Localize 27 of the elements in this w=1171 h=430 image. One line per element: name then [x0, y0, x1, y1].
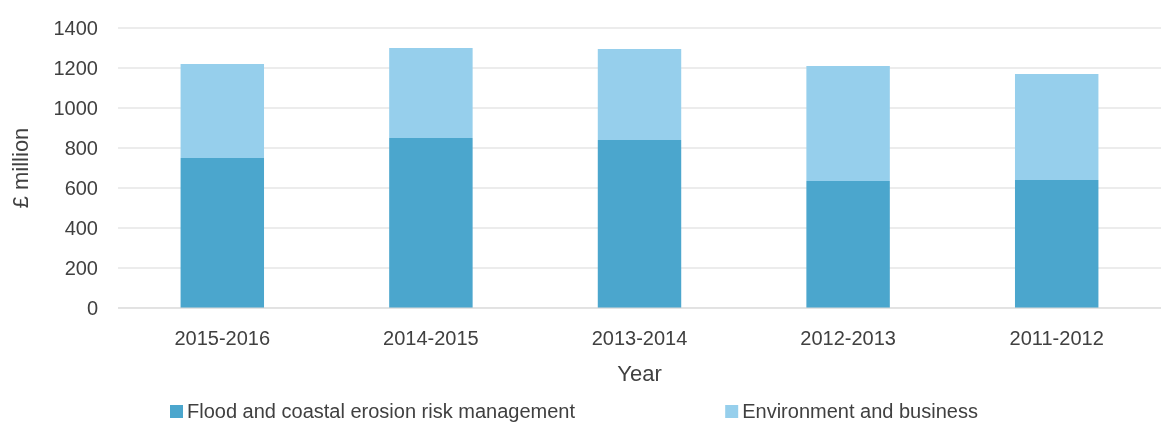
- x-tick-label: 2013-2014: [591, 327, 688, 349]
- x-tick-label: 2011-2012: [1009, 327, 1104, 349]
- bar: [389, 48, 473, 138]
- bar: [1014, 74, 1099, 180]
- bar: [597, 140, 682, 308]
- bar: [806, 66, 890, 181]
- bar: [389, 138, 473, 308]
- y-tick-label: 1000: [53, 97, 98, 119]
- bar: [180, 158, 265, 308]
- x-axis-title: Year: [617, 361, 662, 386]
- y-tick-label: 1400: [53, 17, 98, 39]
- x-tick-label: 2014-2015: [383, 327, 479, 349]
- legend-label: Flood and coastal erosion risk management: [187, 400, 576, 422]
- y-axis-title: £ million: [8, 127, 33, 209]
- y-tick-label: 1200: [53, 57, 98, 79]
- bar: [180, 64, 265, 158]
- bar: [597, 49, 682, 140]
- legend-label: Environment and business: [742, 400, 978, 422]
- y-tick-label: 200: [64, 257, 98, 279]
- x-tick-label: 2012-2013: [800, 327, 896, 349]
- bar: [1014, 180, 1099, 308]
- x-tick-label: 2015-2016: [174, 327, 271, 349]
- bar: [806, 181, 890, 308]
- y-tick-label: 800: [64, 137, 98, 159]
- y-tick-label: 0: [86, 297, 98, 319]
- y-tick-label: 600: [64, 177, 98, 199]
- y-tick-label: 400: [64, 217, 98, 239]
